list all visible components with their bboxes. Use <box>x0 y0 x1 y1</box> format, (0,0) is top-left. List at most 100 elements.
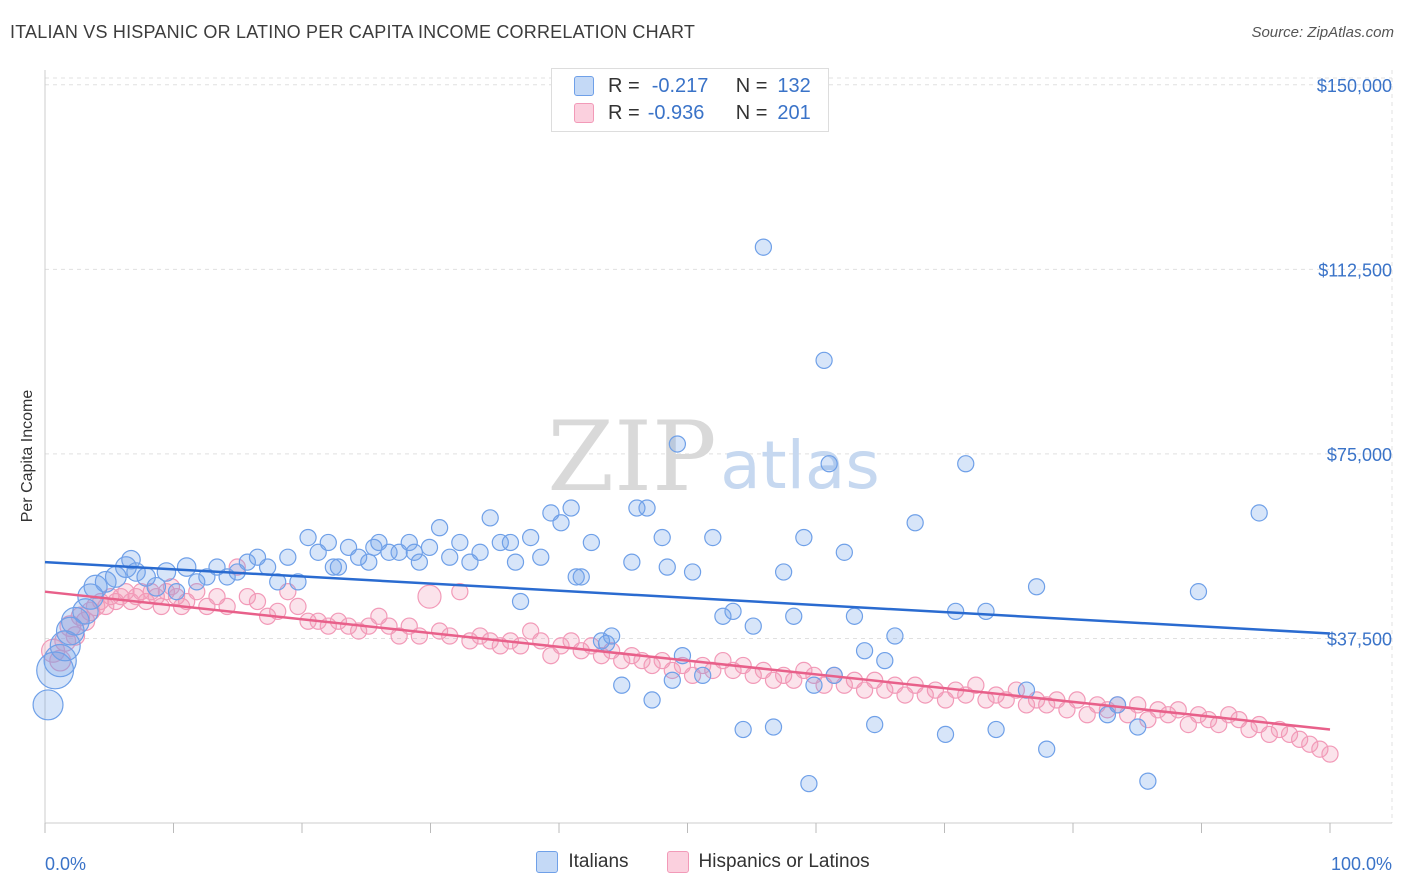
point-hispanic <box>1260 725 1278 744</box>
point-hispanic <box>764 671 783 689</box>
point-italian <box>906 514 924 532</box>
point-italian <box>628 499 646 517</box>
point-italian <box>269 573 287 591</box>
point-hispanic <box>1321 745 1339 763</box>
point-italian <box>800 774 818 793</box>
point-italian <box>805 676 823 694</box>
point-italian <box>451 533 469 552</box>
point-italian <box>365 538 383 557</box>
point-italian <box>785 607 803 625</box>
point-hispanic <box>1007 681 1025 699</box>
point-hispanic <box>511 637 530 655</box>
point-italian <box>714 607 732 625</box>
point-italian <box>279 548 297 566</box>
point-italian <box>94 570 117 593</box>
point-italian <box>532 548 550 566</box>
point-italian <box>734 720 752 739</box>
bottom-legend-hispanics: Hispanics or Latinos <box>666 851 870 873</box>
point-italian <box>481 509 499 527</box>
watermark: ZIP atlas <box>547 401 879 513</box>
point-italian <box>1139 772 1157 790</box>
legend-n-label: N = <box>735 101 768 124</box>
point-italian <box>420 538 439 557</box>
legend-row-hispanics: R = -0.936 N = 201 <box>574 100 811 126</box>
hispanics-swatch <box>666 851 689 873</box>
point-italian <box>764 718 783 736</box>
point-italian <box>977 602 995 621</box>
point-italian <box>471 543 489 561</box>
point-italian <box>1027 578 1046 596</box>
italians-swatch <box>574 76 594 96</box>
point-italian <box>430 519 449 537</box>
point-hispanic <box>1311 740 1329 758</box>
point-italian <box>289 573 307 591</box>
x-tick-label-max: 100.0% <box>1331 854 1392 874</box>
point-italian <box>121 549 141 570</box>
point-italian <box>405 543 423 561</box>
point-italian <box>350 548 368 566</box>
point-italian <box>663 671 681 689</box>
point-italian <box>653 528 671 547</box>
legend: R = -0.217 N = 132 R = -0.936 N = 201 <box>551 68 829 132</box>
point-italian <box>410 553 429 571</box>
point-italian <box>774 563 793 581</box>
point-hispanic <box>1301 735 1319 753</box>
point-italian <box>936 725 955 744</box>
point-italian <box>55 616 85 646</box>
point-italian <box>567 568 585 586</box>
trend-lines <box>44 560 1331 731</box>
point-italian <box>258 558 277 576</box>
point-italian <box>876 651 894 670</box>
point-italian <box>400 533 418 552</box>
point-hispanic <box>451 583 469 601</box>
point-italian <box>176 557 197 577</box>
legend-row-italians: R = -0.217 N = 132 <box>574 73 811 99</box>
point-hispanic <box>157 583 176 601</box>
point-italian <box>683 563 702 581</box>
tick-labels: $37,500 $75,000 $112,500 $150,000 0.0% 100.0% <box>45 76 1392 874</box>
point-italian <box>744 617 762 635</box>
point-italian <box>562 499 580 517</box>
point-italian <box>845 607 864 625</box>
bottom-legend: Italians Hispanics or Latinos <box>0 851 1406 873</box>
point-italian <box>643 691 661 709</box>
y-tick-label: $75,000 <box>1327 445 1392 465</box>
point-italian <box>360 553 378 571</box>
point-italian <box>704 528 722 547</box>
axes <box>44 70 1392 833</box>
point-hispanic <box>248 592 267 611</box>
point-hispanic <box>152 597 171 616</box>
point-italian <box>329 558 348 576</box>
point-hispanic <box>162 578 181 596</box>
legend-r-value-hispanics: -0.936 <box>647 101 705 124</box>
point-italian <box>582 533 601 552</box>
point-italian <box>156 562 177 582</box>
point-hispanic <box>1068 691 1086 709</box>
legend-r-label: R = <box>608 101 640 124</box>
x-tick-label-min: 0.0% <box>45 854 86 874</box>
point-italian <box>441 548 459 566</box>
bottom-legend-italians-label: Italians <box>568 851 629 872</box>
point-italian <box>638 499 656 517</box>
point-italian <box>1189 583 1208 601</box>
y-tick-label: $150,000 <box>1317 76 1392 96</box>
point-italian <box>380 543 398 561</box>
point-italian <box>987 720 1005 739</box>
point-italian <box>238 553 257 571</box>
point-italian <box>602 627 621 645</box>
point-italian <box>754 238 773 256</box>
point-italian <box>299 528 317 547</box>
point-hispanic <box>1169 701 1187 719</box>
point-italian <box>668 435 687 453</box>
point-hispanic <box>238 587 257 606</box>
watermark-atlas: atlas <box>720 427 880 504</box>
bottom-legend-hispanics-label: Hispanics or Latinos <box>698 851 870 872</box>
point-italian <box>835 543 853 561</box>
point-italian <box>724 602 742 621</box>
legend-r-label: R = <box>608 74 640 97</box>
point-italian <box>72 598 99 625</box>
bottom-legend-italians: Italians <box>536 851 629 873</box>
point-hispanic <box>289 597 307 616</box>
point-italian <box>146 576 167 597</box>
